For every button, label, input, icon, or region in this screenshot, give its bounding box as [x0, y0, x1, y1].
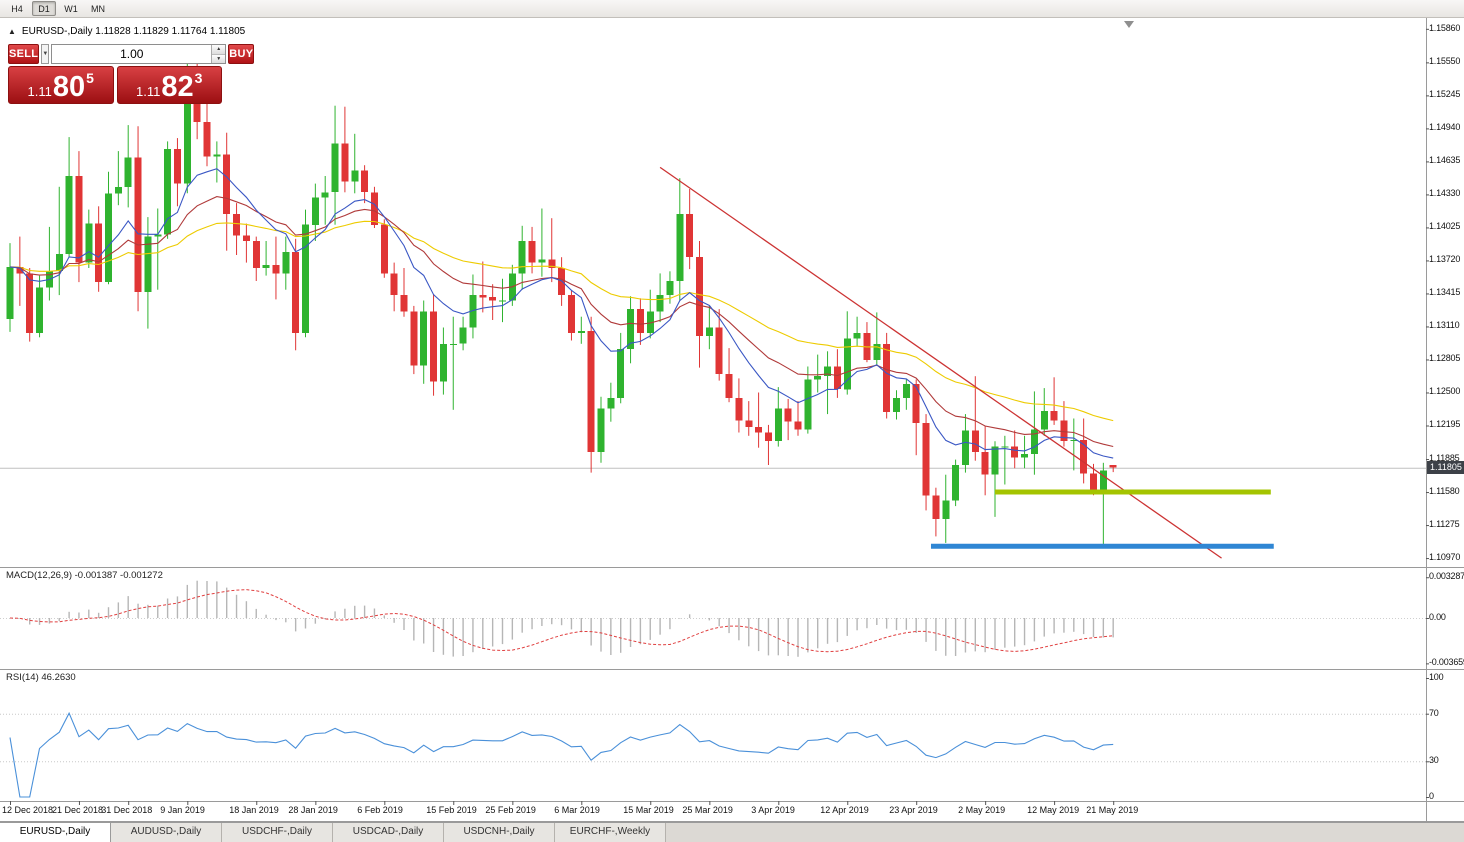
time-axis-label: 3 Apr 2019	[751, 805, 795, 815]
moving-average-10	[9, 168, 1114, 459]
volume-increase-icon[interactable]: ▲	[212, 45, 226, 55]
macd-signal-line	[9, 589, 1114, 653]
chart-tab-audusd-daily[interactable]: AUDUSD-,Daily	[111, 823, 222, 842]
time-axis-label: 12 May 2019	[1027, 805, 1080, 815]
buy-button[interactable]: BUY	[228, 44, 255, 64]
ask-price-display[interactable]: 1.11 82 3	[116, 66, 222, 104]
chart-tab-eurusd-daily[interactable]: EURUSD-,Daily	[0, 823, 111, 842]
time-axis-label: 15 Mar 2019	[623, 805, 674, 815]
time-axis-label: 12 Dec 2018	[2, 805, 54, 815]
rsi-line	[9, 711, 1114, 798]
chart-title: ▲ EURUSD-,Daily 1.11828 1.11829 1.11764 …	[8, 26, 245, 37]
one-click-collapse-icon[interactable]: ▲	[8, 27, 16, 36]
time-axis-label: 21 Dec 2018	[51, 805, 103, 815]
ask-price-main: 82	[161, 71, 194, 103]
volume-input[interactable]	[52, 45, 212, 63]
time-axis-label: 9 Jan 2019	[160, 805, 205, 815]
time-axis-label: 2 May 2019	[958, 805, 1006, 815]
time-axis-label: 18 Jan 2019	[229, 805, 279, 815]
moving-average-20	[9, 196, 1114, 448]
timeframe-toolbar: H4 D1 W1 MN	[0, 0, 1464, 18]
time-axis-label: 23 Apr 2019	[889, 805, 938, 815]
volume-decrease-icon[interactable]: ▼	[212, 54, 226, 63]
descending-trendline[interactable]	[659, 166, 1222, 559]
bid-price-prefix: 1.11	[27, 84, 52, 99]
bid-price-pip: 5	[86, 70, 94, 86]
ask-price-pip: 3	[194, 70, 203, 86]
time-axis-label: 21 May 2019	[1086, 805, 1139, 815]
chart-tab-usdcnh-daily[interactable]: USDCNH-,Daily	[444, 823, 555, 842]
timeframe-button-h4[interactable]: H4	[5, 1, 29, 16]
chart-tab-eurchf-weekly[interactable]: EURCHF-,Weekly	[555, 823, 666, 842]
current-price-badge: 1.11805	[1427, 460, 1464, 474]
chart-tab-usdcad-daily[interactable]: USDCAD-,Daily	[333, 823, 444, 842]
rsi-indicator-label: RSI(14) 46.2630	[6, 672, 76, 683]
moving-average-40	[9, 220, 1114, 422]
time-axis-label: 12 Apr 2019	[820, 805, 869, 815]
volume-dropdown-icon[interactable]: ▼	[41, 44, 50, 64]
one-click-order-row: SELL ▼ ▲ ▼ BUY	[8, 44, 255, 64]
timeframe-button-w1[interactable]: W1	[59, 1, 83, 16]
ask-price-prefix: 1.11	[136, 84, 161, 99]
time-axis-label: 6 Mar 2019	[554, 805, 600, 815]
bid-price-display[interactable]: 1.11 80 5	[8, 66, 114, 104]
timeframe-button-group: H4 D1 W1 MN	[5, 1, 110, 16]
time-axis-label: 25 Mar 2019	[682, 805, 733, 815]
chart-shift-marker-icon[interactable]	[1124, 21, 1134, 28]
time-axis-label: 25 Feb 2019	[485, 805, 536, 815]
one-click-price-row: 1.11 80 5 1.11 82 3	[8, 66, 222, 104]
time-axis-label: 31 Dec 2018	[101, 805, 153, 815]
chart-title-text: EURUSD-,Daily 1.11828 1.11829 1.11764 1.…	[21, 26, 246, 37]
candles-group	[6, 44, 1117, 548]
time-axis-label: 15 Feb 2019	[426, 805, 477, 815]
chart-tab-usdchf-daily[interactable]: USDCHF-,Daily	[222, 823, 333, 842]
sell-button[interactable]: SELL	[8, 44, 40, 64]
macd-indicator-label: MACD(12,26,9) -0.001387 -0.001272	[6, 570, 163, 581]
volume-spinner: ▲ ▼	[211, 45, 226, 63]
bid-price-main: 80	[52, 71, 86, 103]
timeframe-button-mn[interactable]: MN	[86, 1, 110, 16]
timeframe-button-d1[interactable]: D1	[32, 1, 56, 16]
time-axis-label: 28 Jan 2019	[288, 805, 338, 815]
chart-tab-bar: EURUSD-,Daily AUDUSD-,Daily USDCHF-,Daily U…	[0, 822, 1464, 842]
volume-field: ▲ ▼	[51, 44, 227, 64]
time-axis[interactable]: 12 Dec 2018 21 Dec 2018 31 Dec 2018 9 Jan 2…	[0, 802, 1426, 821]
time-axis-label: 6 Feb 2019	[357, 805, 403, 815]
macd-histogram	[19, 580, 1114, 657]
